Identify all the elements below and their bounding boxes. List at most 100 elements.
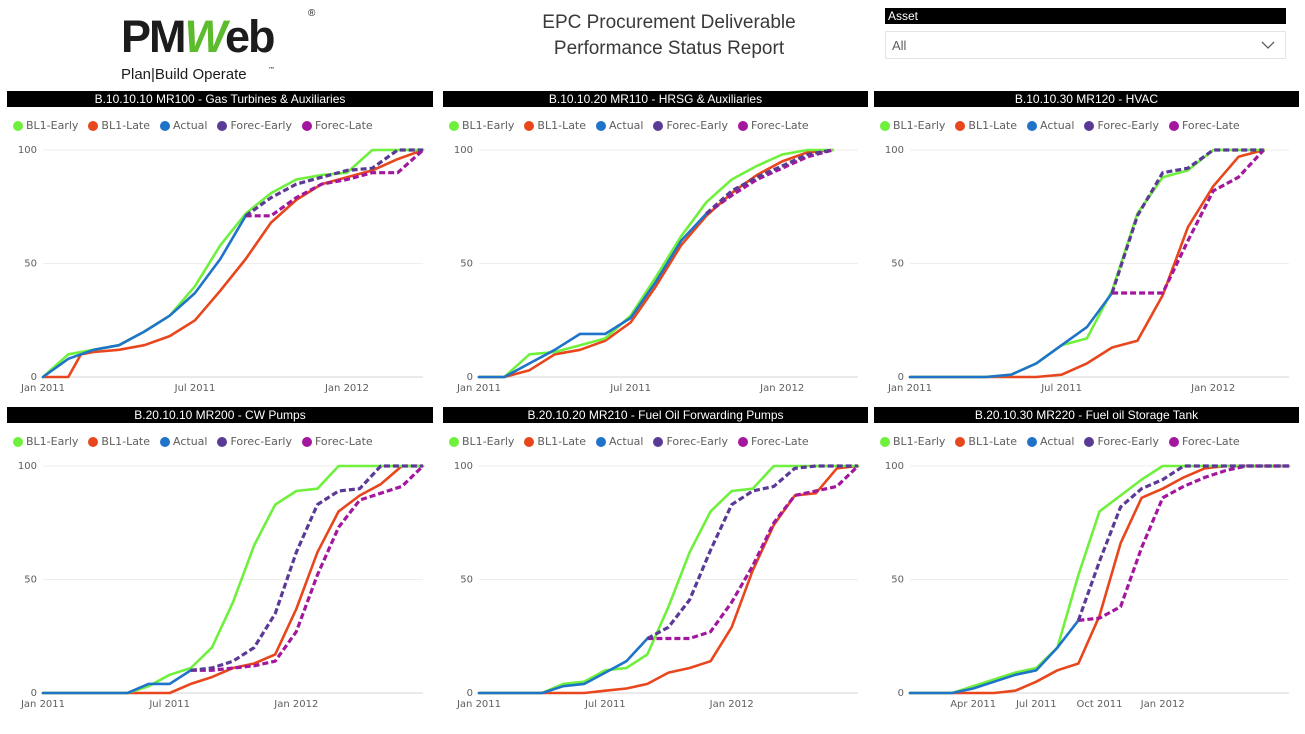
chart-title: B.20.10.20 MR210 - Fuel Oil Forwarding P… bbox=[443, 407, 868, 423]
legend-marker-icon bbox=[524, 120, 535, 131]
series-line-actual[interactable] bbox=[908, 619, 1080, 695]
series-line-forec-early[interactable] bbox=[705, 148, 833, 215]
legend-label: BL1-Late bbox=[101, 119, 151, 132]
legend-label: Forec-Late bbox=[315, 435, 373, 448]
series-line-forec-early[interactable] bbox=[1076, 464, 1289, 621]
x-tick-label: Jul 2011 bbox=[148, 699, 190, 710]
legend-item-forec-early[interactable]: Forec-Early bbox=[653, 435, 728, 448]
series-line-forec-late[interactable] bbox=[1112, 148, 1265, 295]
y-tick-label: 0 bbox=[898, 688, 904, 699]
asset-dropdown-value: All bbox=[892, 37, 907, 53]
legend-label: BL1-Early bbox=[893, 119, 946, 132]
series-line-actual[interactable] bbox=[41, 214, 247, 379]
series-line-forec-early[interactable] bbox=[190, 464, 423, 672]
series-line-actual[interactable] bbox=[477, 212, 708, 379]
legend-label: BL1-Late bbox=[101, 435, 151, 448]
legend-marker-icon bbox=[653, 120, 664, 131]
series-line-forec-early[interactable] bbox=[1110, 148, 1264, 294]
y-tick-label: 50 bbox=[460, 259, 473, 270]
legend-item-actual[interactable]: Actual bbox=[596, 435, 643, 448]
chart-panel-mr220: B.20.10.30 MR220 - Fuel oil Storage Tank… bbox=[874, 407, 1299, 712]
chart-panel-mr120: B.10.10.30 MR120 - HVAC BL1-Early BL1-Late… bbox=[874, 91, 1299, 396]
legend-label: BL1-Early bbox=[462, 435, 515, 448]
legend-item-actual[interactable]: Actual bbox=[1027, 119, 1074, 132]
legend-item-bl1-early[interactable]: BL1-Early bbox=[449, 119, 514, 132]
series-line-actual[interactable] bbox=[908, 291, 1114, 379]
x-tick-label: Jan 2012 bbox=[1190, 383, 1235, 394]
legend-item-bl1-early[interactable]: BL1-Early bbox=[880, 435, 945, 448]
y-tick-label: 50 bbox=[24, 259, 37, 270]
legend-item-bl1-early[interactable]: BL1-Early bbox=[880, 119, 945, 132]
legend-item-forec-late[interactable]: Forec-Late bbox=[1169, 435, 1240, 448]
legend-label: Forec-Early bbox=[230, 119, 292, 132]
legend-item-actual[interactable]: Actual bbox=[596, 119, 643, 132]
legend-label: BL1-Late bbox=[968, 119, 1018, 132]
legend-item-forec-late[interactable]: Forec-Late bbox=[302, 435, 373, 448]
legend-marker-icon bbox=[217, 436, 228, 447]
legend-item-forec-late[interactable]: Forec-Late bbox=[738, 435, 809, 448]
legend-marker-icon bbox=[524, 436, 535, 447]
series-line-forec-late[interactable] bbox=[245, 148, 425, 218]
chart-legend: BL1-Early BL1-Late Actual Forec-Early Forec-… bbox=[13, 119, 433, 132]
legend-marker-icon bbox=[880, 120, 890, 131]
legend-item-bl1-late[interactable]: BL1-Late bbox=[955, 119, 1017, 132]
legend-label: BL1-Late bbox=[537, 119, 587, 132]
legend-item-forec-early[interactable]: Forec-Early bbox=[217, 119, 292, 132]
y-tick-label: 50 bbox=[24, 575, 37, 586]
legend-marker-icon bbox=[738, 436, 748, 447]
legend-item-actual[interactable]: Actual bbox=[160, 119, 207, 132]
legend-marker-icon bbox=[880, 436, 890, 447]
legend-marker-icon bbox=[653, 436, 664, 447]
legend-item-bl1-late[interactable]: BL1-Late bbox=[524, 435, 586, 448]
legend-item-forec-early[interactable]: Forec-Early bbox=[1084, 435, 1159, 448]
series-line-bl1-late[interactable] bbox=[477, 148, 834, 379]
legend-item-forec-early[interactable]: Forec-Early bbox=[1084, 119, 1159, 132]
x-tick-label: Jul 2011 bbox=[609, 383, 651, 394]
series-line-bl1-early[interactable] bbox=[477, 148, 834, 379]
x-tick-label: Apr 2011 bbox=[950, 699, 996, 710]
chart-legend: BL1-Early BL1-Late Actual Forec-Early Forec-… bbox=[880, 435, 1299, 448]
series-line-actual[interactable] bbox=[477, 637, 649, 695]
legend-item-bl1-early[interactable]: BL1-Early bbox=[13, 435, 78, 448]
series-line-forec-early[interactable] bbox=[646, 464, 858, 640]
legend-item-actual[interactable]: Actual bbox=[1027, 435, 1074, 448]
y-tick-label: 0 bbox=[467, 372, 473, 383]
legend-item-bl1-early[interactable]: BL1-Early bbox=[13, 119, 78, 132]
legend-marker-icon bbox=[738, 120, 748, 131]
legend-item-bl1-early[interactable]: BL1-Early bbox=[449, 435, 514, 448]
legend-label: Forec-Late bbox=[315, 119, 373, 132]
y-tick-label: 100 bbox=[885, 145, 904, 156]
legend-item-bl1-late[interactable]: BL1-Late bbox=[955, 435, 1017, 448]
legend-item-bl1-late[interactable]: BL1-Late bbox=[88, 435, 150, 448]
x-tick-label: Jan 2012 bbox=[273, 699, 318, 710]
chart-panel-mr200: B.20.10.10 MR200 - CW Pumps BL1-Early BL1-… bbox=[7, 407, 433, 712]
legend-item-forec-late[interactable]: Forec-Late bbox=[302, 119, 373, 132]
legend-marker-icon bbox=[1169, 436, 1179, 447]
legend-marker-icon bbox=[596, 436, 607, 447]
legend-item-forec-late[interactable]: Forec-Late bbox=[738, 119, 809, 132]
series-line-forec-early[interactable] bbox=[244, 148, 423, 218]
x-tick-label: Jan 2011 bbox=[456, 383, 501, 394]
series-line-forec-late[interactable] bbox=[705, 148, 834, 215]
legend-item-forec-early[interactable]: Forec-Early bbox=[217, 435, 292, 448]
series-line-forec-late[interactable] bbox=[647, 464, 860, 641]
legend-item-bl1-late[interactable]: BL1-Late bbox=[524, 119, 586, 132]
legend-marker-icon bbox=[13, 436, 23, 447]
legend-item-actual[interactable]: Actual bbox=[160, 435, 207, 448]
legend-item-forec-late[interactable]: Forec-Late bbox=[1169, 119, 1240, 132]
legend-marker-icon bbox=[160, 120, 171, 131]
legend-item-forec-early[interactable]: Forec-Early bbox=[653, 119, 728, 132]
legend-label: Forec-Early bbox=[666, 435, 728, 448]
series-line-forec-late[interactable] bbox=[1078, 464, 1289, 622]
asset-dropdown[interactable]: All bbox=[885, 31, 1286, 59]
series-line-bl1-late[interactable] bbox=[41, 148, 425, 379]
x-tick-label: Oct 2011 bbox=[1077, 699, 1123, 710]
series-line-actual[interactable] bbox=[41, 669, 193, 695]
legend-label: BL1-Late bbox=[537, 435, 587, 448]
series-line-forec-late[interactable] bbox=[190, 464, 425, 672]
legend-item-bl1-late[interactable]: BL1-Late bbox=[88, 119, 150, 132]
asset-slicer: Asset All bbox=[885, 8, 1286, 59]
